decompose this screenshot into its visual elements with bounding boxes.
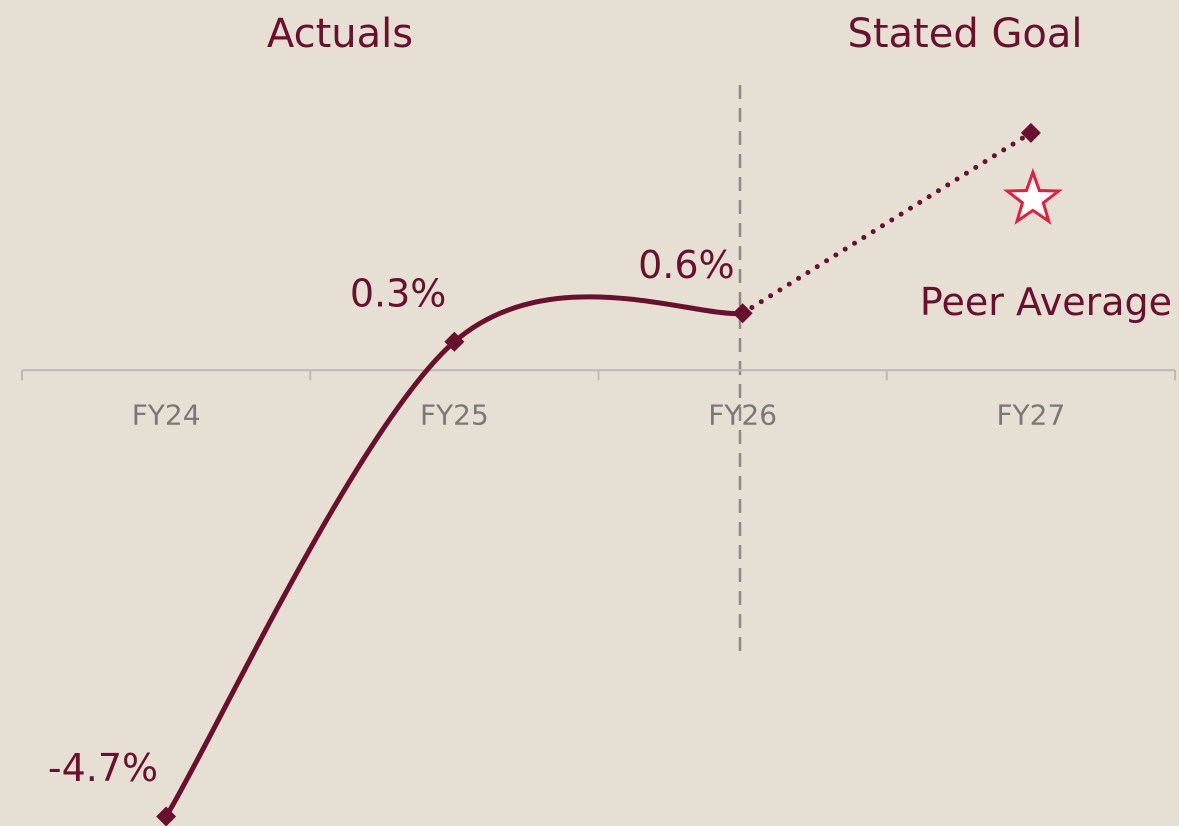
marker xyxy=(444,331,465,352)
peer-star xyxy=(1002,167,1063,225)
data-label: 0.3% xyxy=(350,271,447,315)
goal-line xyxy=(740,130,1034,316)
marker xyxy=(156,806,177,826)
x-tick-label: FY25 xyxy=(420,398,489,431)
x-tick-label: FY26 xyxy=(708,398,777,431)
x-tick-label: FY24 xyxy=(132,398,201,431)
actual-line xyxy=(163,294,746,820)
section-label: Actuals xyxy=(267,11,413,57)
marker xyxy=(732,303,753,324)
x-tick-label: FY27 xyxy=(996,398,1065,431)
data-label: -4.7% xyxy=(48,746,158,790)
marker xyxy=(1020,122,1041,143)
peer-label: Peer Average xyxy=(920,280,1172,324)
data-label: 0.6% xyxy=(638,243,735,287)
section-label: Stated Goal xyxy=(847,11,1082,57)
